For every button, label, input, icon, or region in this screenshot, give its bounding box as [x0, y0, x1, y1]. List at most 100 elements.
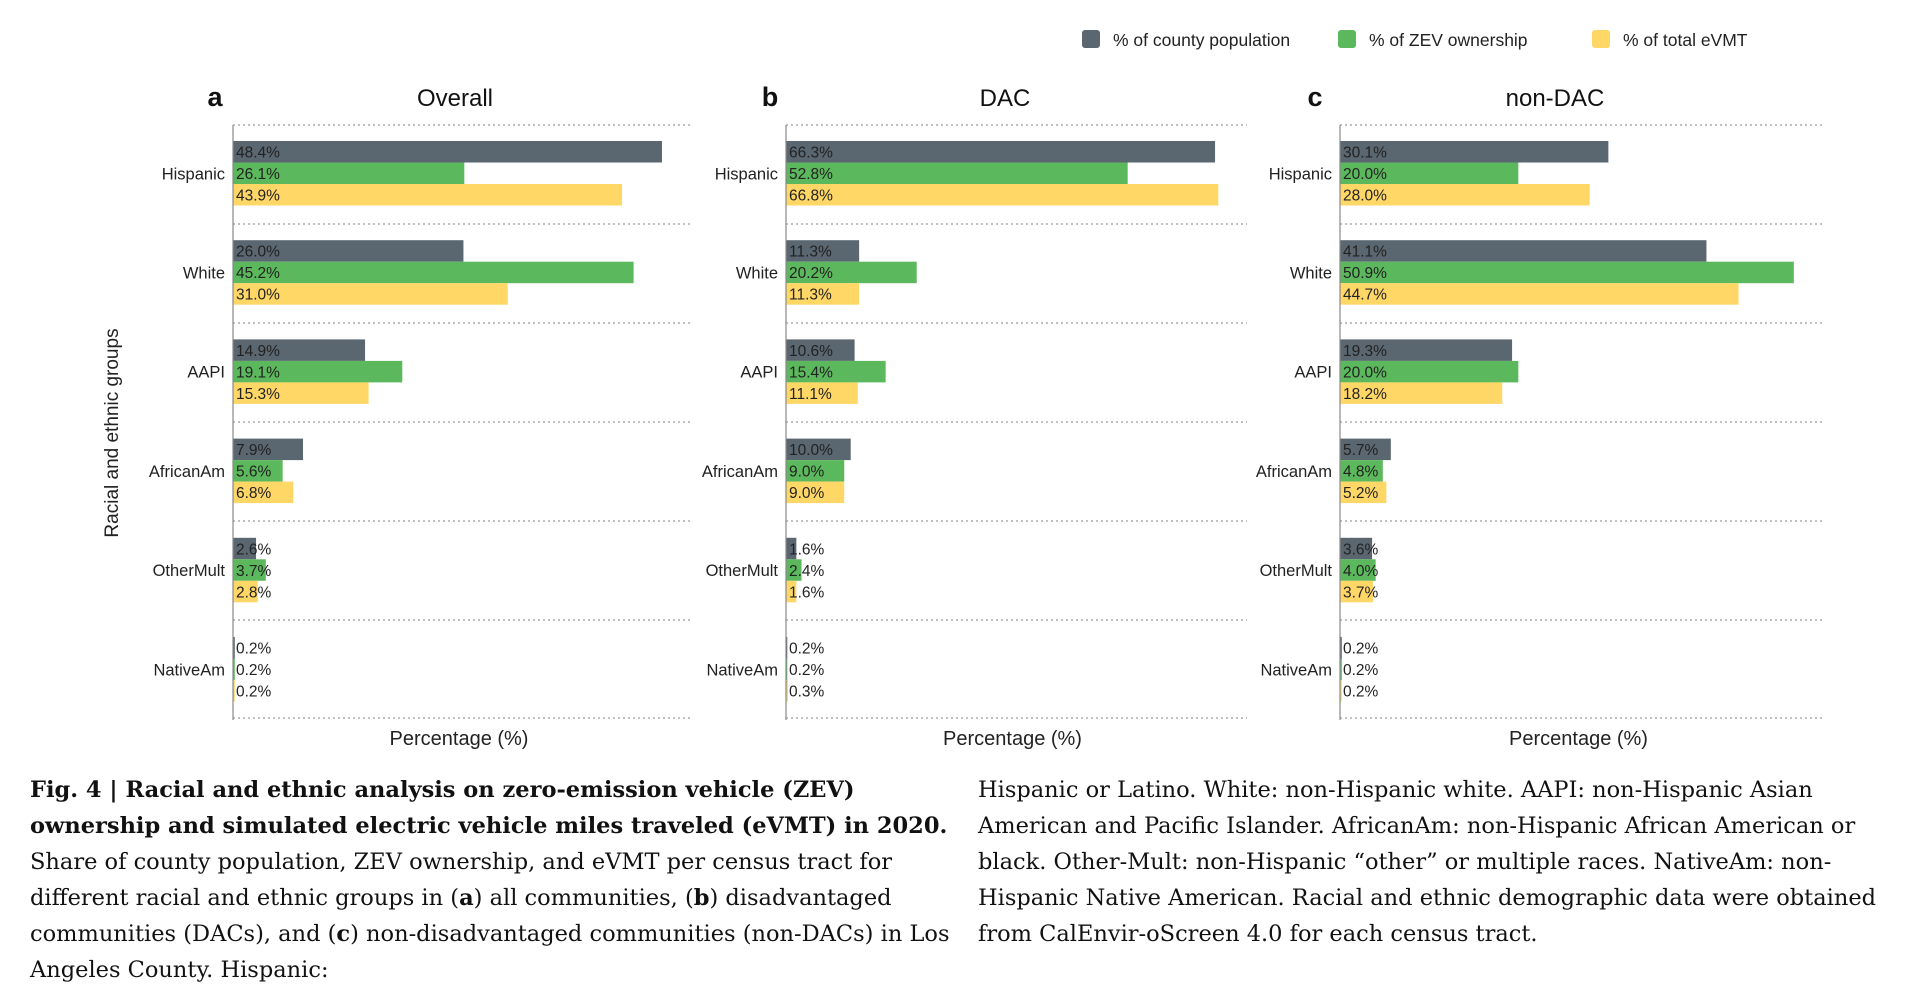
data-label: 66.8%	[789, 188, 833, 205]
data-label: 0.2%	[236, 684, 272, 701]
bar-nativeam-of-total-evmt	[786, 680, 788, 702]
data-label: 2.4%	[789, 563, 825, 580]
bar-hispanic-of-county-population	[1340, 141, 1609, 163]
bar-aapi-of-county-population	[1340, 339, 1513, 361]
data-label: 31.0%	[236, 287, 280, 304]
data-label: 9.0%	[789, 485, 825, 502]
data-label: 52.8%	[789, 166, 833, 183]
data-label: 0.2%	[789, 662, 825, 679]
tick-label-hispanic: Hispanic	[715, 165, 778, 183]
figure-caption-right: Hispanic or Latino. White: non-Hispanic …	[978, 777, 1877, 947]
bar-white-of-total-evmt	[233, 283, 508, 305]
data-label: 26.0%	[236, 244, 280, 261]
bar-white-of-county-population	[233, 240, 464, 262]
bar-aapi-of-total-evmt	[1340, 382, 1503, 404]
bar-othermult-of-zev-ownership	[1340, 559, 1376, 581]
panel-title: Overall	[417, 85, 493, 112]
data-label: 9.0%	[789, 464, 825, 481]
x-axis-label: Percentage (%)	[943, 728, 1082, 750]
data-label: 28.0%	[1343, 188, 1387, 205]
data-label: 30.1%	[1343, 145, 1387, 162]
x-axis-label: Percentage (%)	[390, 728, 529, 750]
tick-label-africanam: AfricanAm	[702, 463, 778, 481]
panel-title: DAC	[980, 85, 1031, 112]
tick-label-othermult: OtherMult	[1260, 562, 1333, 580]
figure-caption-left: Fig. 4 | Racial and ethnic analysis on z…	[30, 772, 950, 988]
bar-white-of-total-evmt	[786, 283, 860, 305]
data-label: 20.0%	[1343, 364, 1387, 381]
data-label: 1.6%	[789, 584, 825, 601]
bar-othermult-of-total-evmt	[786, 580, 797, 603]
tick-label-white: White	[183, 264, 225, 282]
data-label: 4.0%	[1343, 563, 1379, 580]
data-label: 66.3%	[789, 145, 833, 162]
tick-label-white: White	[1290, 264, 1332, 282]
bar-aapi-of-zev-ownership	[233, 360, 403, 383]
figure-chart: % of county population % of ZEV ownership…	[102, 30, 1825, 750]
data-label: 15.4%	[789, 364, 833, 381]
data-label: 15.3%	[236, 386, 280, 403]
panel-overall: a Overall Hispanic 48.4% 26.1% 43.9% White 26.0…	[149, 82, 693, 750]
legend-label-of-county-population: % of county population	[1113, 30, 1290, 50]
bar-aapi-of-zev-ownership	[1340, 360, 1519, 383]
bar-white-of-zev-ownership	[786, 261, 917, 284]
data-label: 11.1%	[789, 386, 832, 403]
data-label: 45.2%	[236, 265, 280, 282]
bar-aapi-of-zev-ownership	[786, 360, 886, 383]
x-axis-label: Percentage (%)	[1509, 728, 1648, 750]
y-axis-title: Racial and ethnic groups	[102, 328, 123, 537]
bar-nativeam-of-zev-ownership	[233, 658, 235, 680]
data-label: 19.3%	[1343, 343, 1387, 360]
bar-nativeam-of-zev-ownership	[786, 658, 788, 680]
data-label: 48.4%	[236, 145, 280, 162]
bar-hispanic-of-total-evmt	[233, 184, 623, 206]
data-label: 4.8%	[1343, 464, 1379, 481]
bar-nativeam-of-county-population	[786, 637, 788, 659]
data-label: 44.7%	[1343, 287, 1387, 304]
panel-title: non-DAC	[1506, 85, 1605, 112]
bar-othermult-of-total-evmt	[233, 580, 258, 603]
data-label: 5.2%	[1343, 485, 1379, 502]
tick-label-nativeam: NativeAm	[153, 661, 225, 679]
bar-aapi-of-total-evmt	[786, 382, 858, 404]
caption-figure-label: Fig. 4 |	[30, 777, 126, 803]
bar-aapi-of-county-population	[233, 339, 366, 361]
bar-aapi-of-total-evmt	[233, 382, 369, 404]
bar-hispanic-of-zev-ownership	[233, 162, 465, 184]
bar-africanam-of-total-evmt	[1340, 481, 1387, 504]
panel-letter: b	[762, 82, 779, 112]
bar-nativeam-of-zev-ownership	[1340, 658, 1342, 680]
bar-hispanic-of-county-population	[786, 141, 1216, 163]
tick-label-hispanic: Hispanic	[162, 165, 225, 183]
caption-panel-ref-b: b	[693, 885, 710, 911]
data-label: 3.7%	[236, 563, 272, 580]
data-label: 20.2%	[789, 265, 833, 282]
bar-nativeam-of-county-population	[233, 637, 235, 659]
legend-swatch-of-total-evmt	[1592, 30, 1610, 48]
bar-hispanic-of-zev-ownership	[1340, 162, 1519, 184]
bar-africanam-of-zev-ownership	[233, 460, 283, 482]
data-label: 10.6%	[789, 343, 833, 360]
bar-africanam-of-county-population	[786, 438, 851, 461]
data-label: 10.0%	[789, 442, 833, 459]
panel-letter: c	[1307, 82, 1322, 112]
caption-title: Racial and ethnic analysis on zero-emiss…	[30, 777, 948, 839]
data-label: 19.1%	[236, 364, 280, 381]
data-label: 18.2%	[1343, 386, 1387, 403]
data-label: 5.6%	[236, 464, 272, 481]
legend-label-of-total-evmt: % of total eVMT	[1623, 30, 1748, 50]
data-label: 7.9%	[236, 442, 272, 459]
data-label: 1.6%	[789, 541, 825, 558]
data-label: 6.8%	[236, 485, 272, 502]
bar-africanam-of-zev-ownership	[786, 460, 845, 482]
data-label: 5.7%	[1343, 442, 1379, 459]
tick-label-aapi: AAPI	[1294, 364, 1332, 382]
bar-hispanic-of-total-evmt	[786, 184, 1219, 206]
tick-label-aapi: AAPI	[187, 364, 225, 382]
tick-label-nativeam: NativeAm	[706, 661, 778, 679]
tick-label-hispanic: Hispanic	[1269, 165, 1332, 183]
data-label: 11.3%	[789, 287, 832, 304]
bar-othermult-of-zev-ownership	[233, 559, 266, 581]
data-label: 0.2%	[236, 662, 272, 679]
bar-africanam-of-total-evmt	[233, 481, 294, 504]
